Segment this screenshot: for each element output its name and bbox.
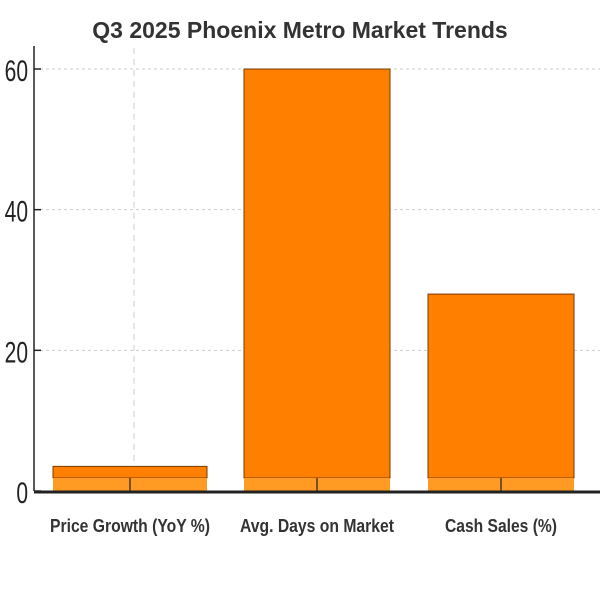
chart-title: Q3 2025 Phoenix Metro Market Trends bbox=[92, 17, 507, 43]
y-tick-labels: 0 20 40 60 bbox=[5, 56, 28, 510]
y-tick-label: 0 bbox=[16, 478, 28, 510]
y-tick-label: 20 bbox=[5, 337, 28, 369]
y-tick-label: 40 bbox=[5, 196, 28, 228]
axes bbox=[33, 46, 600, 494]
bar bbox=[243, 68, 391, 479]
y-tick-label: 60 bbox=[5, 56, 28, 88]
bar bbox=[52, 465, 208, 479]
x-tick-label: Avg. Days on Market bbox=[240, 516, 394, 536]
bar bbox=[427, 293, 575, 479]
x-tick-label: Price Growth (YoY %) bbox=[50, 516, 210, 536]
bars bbox=[52, 68, 575, 491]
x-tick-label: Cash Sales (%) bbox=[445, 516, 557, 536]
x-tick-labels: Price Growth (YoY %) Avg. Days on Market C… bbox=[50, 516, 557, 536]
